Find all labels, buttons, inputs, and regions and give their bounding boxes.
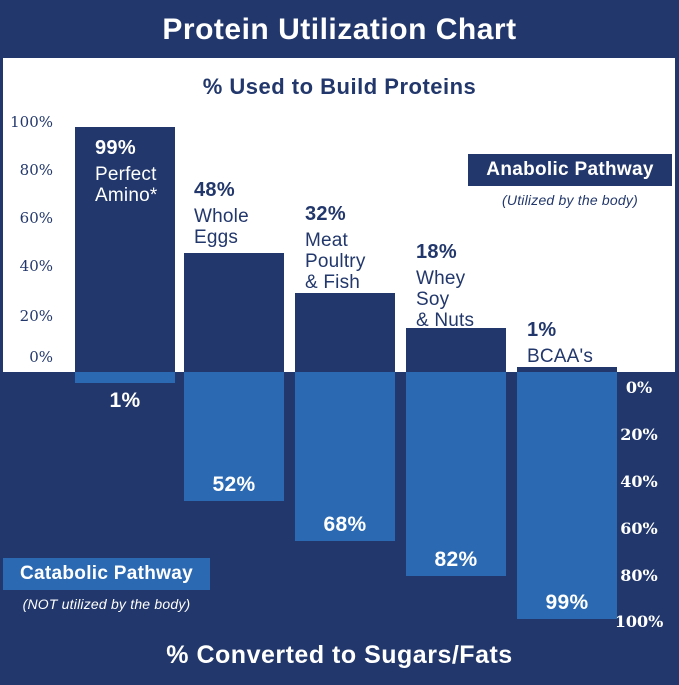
axis-tick-0: 0% [625,378,653,397]
anabolic-pathway-legend: Anabolic Pathway [468,154,672,186]
anabolic-bar [295,293,395,372]
bar-label: 99% Perfect Amino* [95,136,157,206]
category-label-line: Perfect [95,164,157,185]
bar-column-bcaas: 1% BCAA's 99% [517,58,617,685]
category-label-line: Poultry [305,251,366,272]
category-label-line: Amino* [95,185,158,206]
upper-y-axis: 100% 80% 60% 40% 20% 0% [0,0,57,372]
chart-title: Protein Utilization Chart [162,13,517,46]
anabolic-value-label: 99% [95,137,136,159]
axis-tick-80: 80% [620,566,658,585]
axis-tick-0: 0% [29,348,53,366]
axis-tick-40: 40% [19,257,53,275]
catabolic-value-label: 82% [434,548,478,571]
bar-label: 48% Whole Eggs [194,178,249,248]
category-label-line: Meat [305,230,349,251]
bar-column-whey-soy-nuts: 18% Whey Soy & Nuts 82% [406,58,506,685]
anabolic-value-label: 32% [305,203,346,225]
axis-tick-40: 40% [620,472,658,491]
catabolic-bar [517,372,617,619]
catabolic-value-label: 1% [109,389,141,412]
category-label-line: & Fish [305,272,361,293]
bar-column-whole-eggs: 48% Whole Eggs 52% [184,58,284,685]
bar-label: 18% Whey Soy & Nuts [416,240,474,331]
lower-axis-title: % Converted to Sugars/Fats [166,641,513,669]
axis-tick-60: 60% [19,209,53,227]
axis-tick-60: 60% [620,519,658,538]
catabolic-bar [295,372,395,541]
axis-tick-20: 20% [19,307,53,325]
anabolic-bar [406,328,506,372]
bar-label: 1% BCAA's [527,318,593,367]
catabolic-bar [75,372,175,383]
bar-column-meat-poultry-fish: 32% Meat Poultry & Fish 68% [295,58,395,685]
chart-title-bar: Protein Utilization Chart [2,2,677,58]
catabolic-value-label: 99% [545,591,589,614]
anabolic-value-label: 1% [527,319,557,341]
catabolic-bar [184,372,284,501]
catabolic-pathway-label: Catabolic Pathway [20,563,193,584]
category-label-line: Eggs [194,227,239,248]
anabolic-pathway-caption: (Utilized by the body) [502,192,638,208]
anabolic-bar [517,367,617,372]
bar-label: 32% Meat Poultry & Fish [305,202,366,293]
axis-tick-100: 100% [10,113,53,131]
axis-tick-100: 100% [614,612,664,631]
anabolic-pathway-label: Anabolic Pathway [486,159,654,180]
anabolic-bar [75,127,175,372]
category-label-line: Whey [416,268,466,289]
anabolic-value-label: 18% [416,241,457,263]
category-label-line: & Nuts [416,310,475,331]
upper-axis-title: % Used to Build Proteins [202,74,477,99]
bar-column-perfect-amino: 99% Perfect Amino* 1% [75,58,175,685]
catabolic-value-label: 52% [212,473,256,496]
axis-tick-80: 80% [19,161,53,179]
catabolic-bar [406,372,506,576]
category-label-line: BCAA's [527,346,594,367]
category-label-line: Soy [416,289,450,310]
catabolic-pathway-caption: (NOT utilized by the body) [22,596,191,612]
catabolic-pathway-legend: Catabolic Pathway [3,558,210,590]
anabolic-bar [184,253,284,372]
catabolic-value-label: 68% [323,513,367,536]
lower-y-axis: 0% 20% 40% 60% 80% 100% [612,0,666,685]
category-label-line: Whole [194,206,249,227]
anabolic-value-label: 48% [194,179,235,201]
axis-tick-20: 20% [620,425,658,444]
